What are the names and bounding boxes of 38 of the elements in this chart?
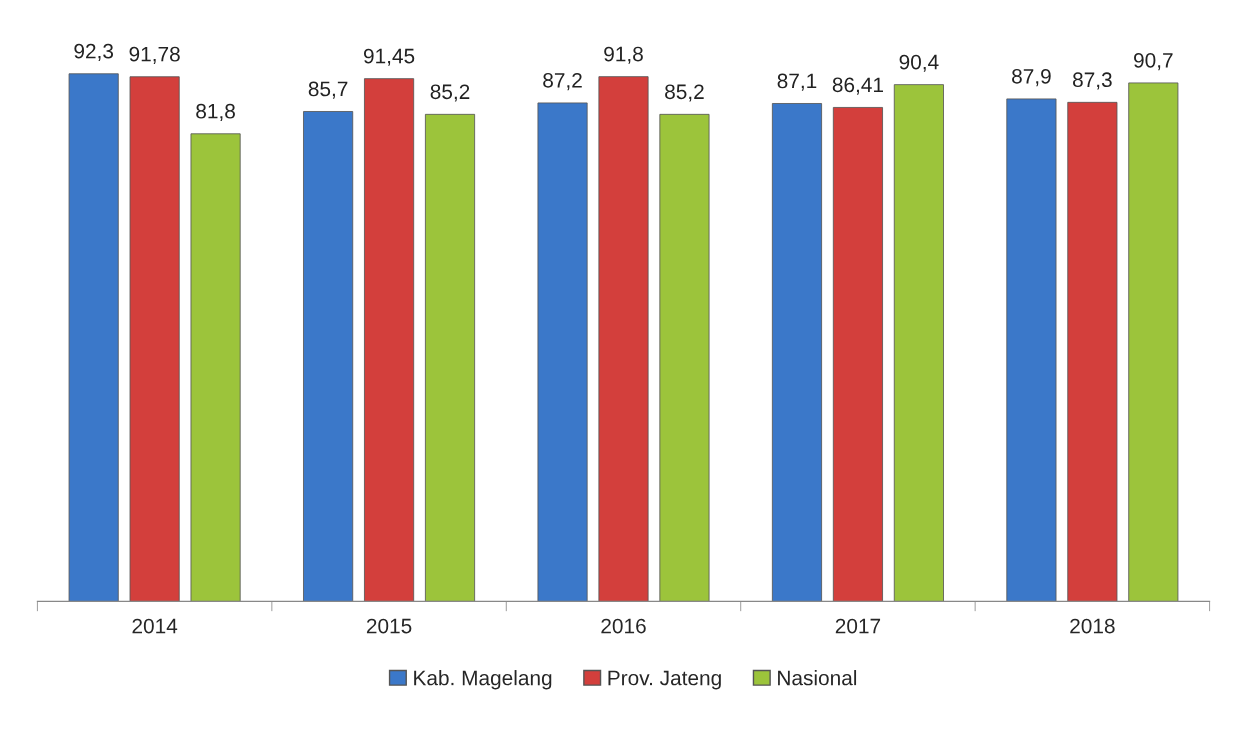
bar xyxy=(893,84,944,602)
data-label: 85,2 xyxy=(665,84,704,102)
bar xyxy=(1067,101,1118,602)
data-label: 91,78 xyxy=(129,46,180,64)
data-label: 87,9 xyxy=(1012,68,1051,87)
bar xyxy=(537,102,588,602)
bar xyxy=(129,76,180,602)
data-label: 90,4 xyxy=(899,54,939,72)
bar xyxy=(424,113,476,602)
bar xyxy=(303,111,354,602)
legend-label: Prov. Jateng xyxy=(608,670,721,690)
data-label: 85,7 xyxy=(308,81,348,99)
data-label: 92,3 xyxy=(74,43,114,61)
data-label: 86,41 xyxy=(832,77,883,95)
bar xyxy=(364,78,415,602)
data-label: 81,8 xyxy=(196,103,235,122)
data-label: 85,2 xyxy=(430,84,470,102)
bar xyxy=(771,103,823,602)
data-label: 87,2 xyxy=(543,72,582,91)
data-label: 87,3 xyxy=(1073,72,1112,90)
legend-label: Kab. Magelang xyxy=(414,670,552,690)
bar xyxy=(659,113,710,602)
bar xyxy=(832,107,883,602)
x-tick-label: 2017 xyxy=(835,618,881,634)
data-label: 87,1 xyxy=(777,73,817,91)
x-tick-label: 2015 xyxy=(366,618,412,634)
bar xyxy=(190,133,241,602)
bar xyxy=(1006,98,1057,602)
bar xyxy=(598,76,649,602)
x-tick-label: 2016 xyxy=(601,618,646,634)
bar xyxy=(1128,82,1179,602)
x-tick-label: 2014 xyxy=(132,618,178,634)
data-label: 90,7 xyxy=(1134,52,1173,71)
data-label: 91,8 xyxy=(604,46,643,64)
bar xyxy=(68,73,119,602)
legend-label: Nasional xyxy=(778,670,857,686)
data-label: 91,45 xyxy=(363,48,415,66)
x-tick-label: 2018 xyxy=(1070,618,1115,634)
